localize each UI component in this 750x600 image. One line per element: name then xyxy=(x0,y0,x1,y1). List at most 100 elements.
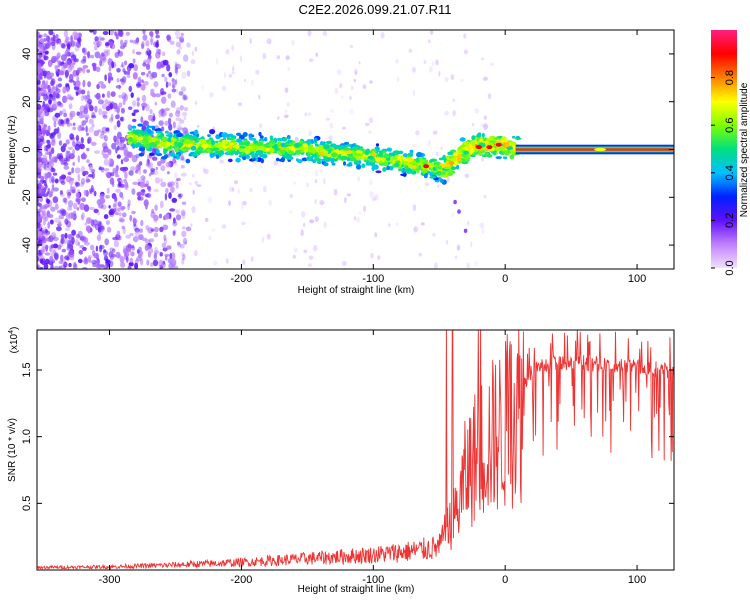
noise-mark xyxy=(48,191,53,198)
noise-mark xyxy=(151,92,157,98)
signal-core-mark xyxy=(307,148,315,153)
noise-mark xyxy=(170,258,177,266)
noise-mark xyxy=(44,231,48,239)
noise-mark xyxy=(142,237,148,242)
noise-mark xyxy=(50,206,56,212)
signal-core-mark xyxy=(224,148,231,152)
noise-mark xyxy=(56,209,63,214)
noise-mark xyxy=(117,50,124,57)
noise-mark xyxy=(428,139,431,146)
noise-mark xyxy=(49,132,53,139)
noise-mark xyxy=(75,134,80,142)
noise-mark xyxy=(346,193,351,197)
spectrogram-y-label: Frequency (Hz) xyxy=(7,116,18,185)
noise-mark xyxy=(285,87,288,94)
signal-core-mark xyxy=(452,152,459,157)
noise-mark xyxy=(286,102,290,107)
noise-mark xyxy=(364,122,370,126)
snr-x-ticks: -300 -200 -100 0 100 xyxy=(99,330,646,586)
noise-mark xyxy=(50,41,56,47)
signal-mark xyxy=(316,160,322,165)
noise-mark xyxy=(72,210,77,217)
noise-mark xyxy=(45,228,48,234)
noise-mark xyxy=(52,86,57,90)
noise-mark xyxy=(57,77,63,82)
noise-mark xyxy=(149,37,154,42)
noise-mark xyxy=(57,244,62,250)
noise-mark xyxy=(105,258,109,264)
noise-mark xyxy=(284,87,289,93)
noise-mark xyxy=(130,244,135,249)
noise-mark xyxy=(228,186,233,193)
signal-mark xyxy=(330,143,337,147)
noise-mark xyxy=(74,143,81,151)
noise-mark xyxy=(142,30,146,35)
signal-mark xyxy=(214,140,219,144)
signal-core-mark xyxy=(345,149,353,155)
noise-mark xyxy=(472,123,474,127)
x-tick-label: 100 xyxy=(628,273,646,285)
signal-core-mark xyxy=(338,146,343,151)
signal-mark xyxy=(137,136,144,141)
noise-mark xyxy=(130,166,136,172)
noise-mark xyxy=(481,227,485,234)
noise-mark xyxy=(189,182,192,186)
noise-mark xyxy=(69,133,75,140)
noise-mark xyxy=(40,87,46,94)
noise-mark xyxy=(150,248,153,254)
noise-mark xyxy=(107,58,113,66)
signal-mark xyxy=(365,162,371,166)
noise-mark xyxy=(84,114,90,120)
noise-mark xyxy=(76,76,80,82)
noise-mark xyxy=(112,102,118,110)
noise-mark xyxy=(168,123,173,131)
noise-mark xyxy=(131,188,136,195)
x-tick-label: -100 xyxy=(362,574,384,586)
noise-mark xyxy=(354,68,358,74)
noise-mark xyxy=(123,157,129,162)
noise-mark xyxy=(173,217,176,224)
noise-mark xyxy=(60,254,64,262)
noise-mark xyxy=(92,63,97,72)
signal-mark xyxy=(429,176,437,179)
signal-mark xyxy=(470,154,476,158)
noise-mark xyxy=(68,103,73,110)
noise-mark xyxy=(139,189,146,194)
noise-mark xyxy=(44,173,48,181)
signal-mark xyxy=(306,156,313,162)
signal-mark xyxy=(438,157,444,161)
signal-mark xyxy=(209,129,216,135)
signal-mark xyxy=(440,171,447,176)
noise-mark xyxy=(49,220,54,224)
noise-mark xyxy=(128,62,135,69)
noise-mark xyxy=(481,57,485,61)
noise-mark xyxy=(292,254,296,259)
noise-mark xyxy=(54,65,59,72)
noise-mark xyxy=(435,59,439,66)
noise-mark xyxy=(167,93,172,99)
noise-mark xyxy=(127,106,133,110)
noise-mark xyxy=(59,240,63,248)
signal-mark xyxy=(175,153,179,158)
signal-core-mark xyxy=(256,142,264,146)
noise-mark xyxy=(79,111,83,115)
noise-mark xyxy=(152,115,156,121)
noise-mark xyxy=(37,137,41,142)
noise-mark xyxy=(237,102,243,107)
noise-mark xyxy=(166,34,171,41)
signal-core-mark xyxy=(402,158,409,162)
noise-mark xyxy=(306,182,309,188)
noise-mark xyxy=(48,30,54,36)
noise-mark xyxy=(47,125,51,132)
noise-mark xyxy=(47,188,51,193)
noise-mark xyxy=(160,91,167,95)
noise-mark xyxy=(57,131,62,139)
noise-mark xyxy=(77,173,81,182)
noise-mark xyxy=(350,85,354,91)
noise-mark xyxy=(99,59,102,67)
noise-mark xyxy=(161,51,166,57)
signal-mark xyxy=(398,168,403,172)
signal-mark xyxy=(389,165,394,171)
noise-mark xyxy=(137,195,142,201)
noise-mark xyxy=(336,69,342,76)
